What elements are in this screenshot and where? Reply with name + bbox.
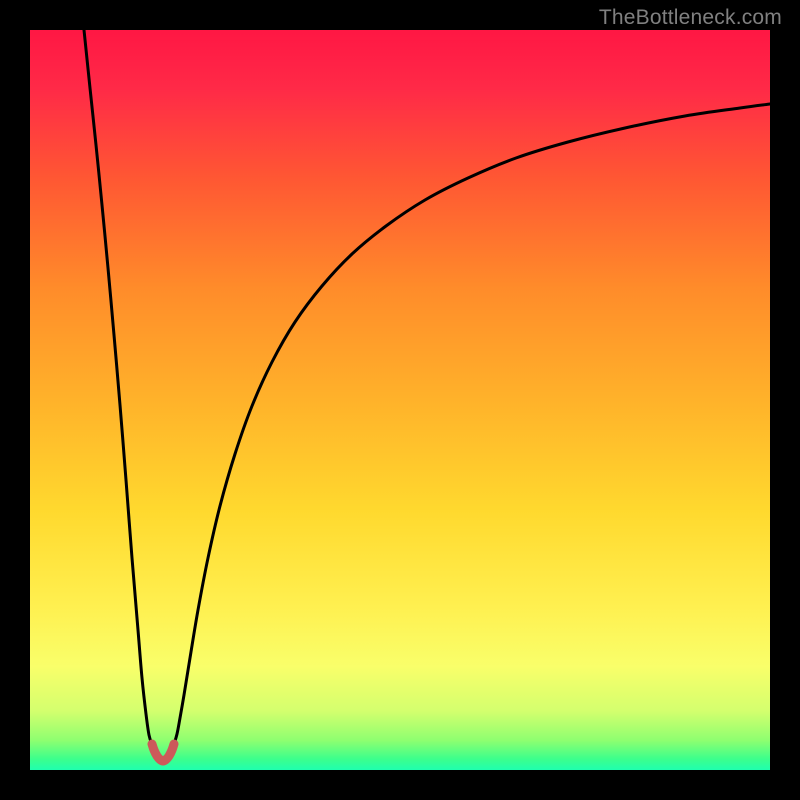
chart-frame: TheBottleneck.com bbox=[0, 0, 800, 800]
curve-svg bbox=[30, 30, 770, 770]
main-curve bbox=[84, 30, 770, 761]
watermark-text: TheBottleneck.com bbox=[599, 6, 782, 30]
dip-highlight bbox=[152, 744, 174, 761]
plot-area bbox=[30, 30, 770, 770]
